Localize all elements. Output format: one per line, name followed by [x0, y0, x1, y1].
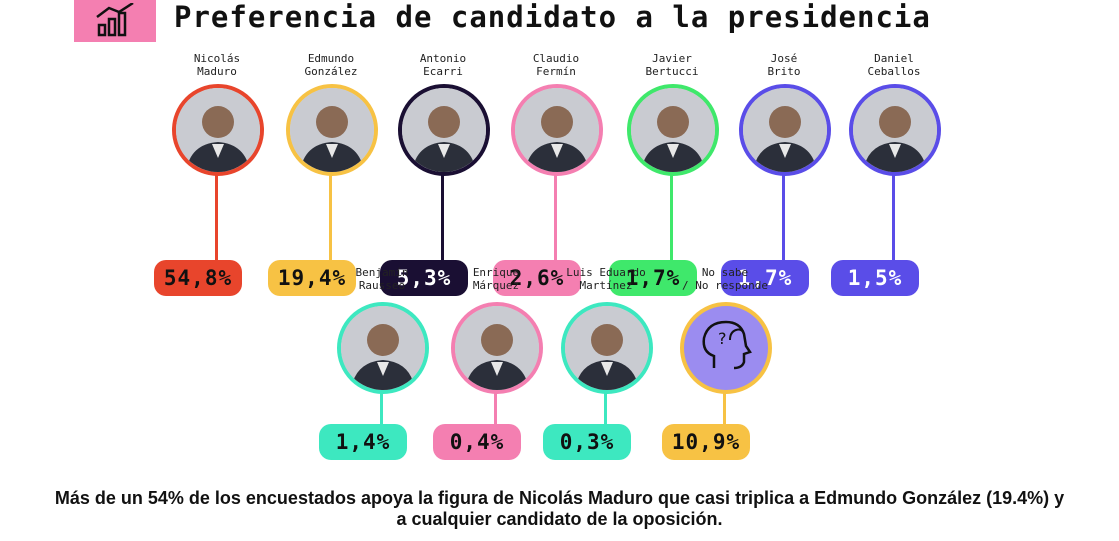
- candidate-name: Luis Eduardo Martínez: [541, 266, 671, 292]
- candidate-name-line: Luis Eduardo: [566, 266, 646, 279]
- connector-line: [723, 390, 726, 424]
- candidate-photo: [511, 84, 603, 176]
- candidate-item: Luis Eduardo Martínez 0,3%: [541, 262, 671, 462]
- percentage-badge: 5,3%: [380, 260, 468, 296]
- candidate-item: Javier Bertucci 1,7%: [607, 48, 737, 296]
- candidate-name-line: Ceballos: [867, 65, 921, 78]
- candidate-photo: [849, 84, 941, 176]
- caption-line-2: a cualquier candidato de la oposición.: [396, 509, 723, 529]
- percentage-badge: 1,5%: [831, 260, 919, 296]
- candidate-name: Claudio Fermín: [491, 52, 621, 78]
- candidate-name-line: Márquez: [472, 279, 520, 292]
- candidate-item: Daniel Ceballos 1,5%: [829, 48, 959, 296]
- connector-line: [494, 390, 497, 424]
- candidate-photo: [398, 84, 490, 176]
- thinking-head-icon: ?: [680, 302, 772, 394]
- candidate-name-line: González: [304, 65, 358, 78]
- candidate-name-line: / No responde: [681, 279, 769, 292]
- candidate-name-line: No sabe: [701, 266, 749, 279]
- connector-line: [892, 172, 895, 260]
- percentage-badge: 10,9%: [662, 424, 750, 460]
- candidate-name-line: Martínez: [579, 279, 633, 292]
- percentage-badge: 2,6%: [493, 260, 581, 296]
- candidate-name-line: Enrique: [472, 266, 520, 279]
- candidate-item: José Brito 1,7%: [719, 48, 849, 296]
- candidate-name-line: Antonio: [419, 52, 467, 65]
- candidate-name-line: Nicolás: [193, 52, 241, 65]
- candidate-item: Antonio Ecarri 5,3%: [378, 48, 508, 296]
- percentage-badge: 1,7%: [609, 260, 697, 296]
- candidate-name: Daniel Ceballos: [829, 52, 959, 78]
- candidate-photo: [561, 302, 653, 394]
- candidate-name-line: Bertucci: [645, 65, 699, 78]
- percentage-badge: 0,4%: [433, 424, 521, 460]
- percentage-badge: 54,8%: [154, 260, 242, 296]
- candidate-name-line: Brito: [767, 65, 801, 78]
- candidate-name-line: Ecarri: [423, 65, 463, 78]
- candidate-photo: [286, 84, 378, 176]
- candidate-item: Benjamín Rausseo 1,4%: [317, 262, 447, 462]
- candidate-name-line: Claudio: [532, 52, 580, 65]
- candidate-name: Enrique Márquez: [431, 266, 561, 292]
- connector-line: [554, 172, 557, 260]
- candidate-name-line: Javier: [652, 52, 692, 65]
- connector-line: [329, 172, 332, 260]
- percentage-badge: 1,7%: [721, 260, 809, 296]
- candidate-item: Enrique Márquez 0,4%: [431, 262, 561, 462]
- candidate-name: No sabe / No responde: [660, 266, 790, 292]
- candidate-photo: [627, 84, 719, 176]
- candidate-name: Nicolás Maduro: [152, 52, 282, 78]
- candidate-photo: [172, 84, 264, 176]
- bar-chart-icon: [96, 3, 134, 37]
- connector-line: [380, 390, 383, 424]
- candidate-name: Javier Bertucci: [607, 52, 737, 78]
- caption: Más de un 54% de los encuestados apoya l…: [0, 488, 1119, 530]
- candidate-name: José Brito: [719, 52, 849, 78]
- candidate-item: Claudio Fermín 2,6%: [491, 48, 621, 296]
- header-icon-box: [74, 0, 156, 42]
- connector-line: [215, 172, 218, 260]
- percentage-badge: 1,4%: [319, 424, 407, 460]
- candidate-name: Edmundo González: [266, 52, 396, 78]
- candidate-photo: [739, 84, 831, 176]
- candidate-item: Edmundo González 19,4%: [266, 48, 396, 296]
- candidate-item: Nicolás Maduro 54,8%: [152, 48, 282, 296]
- candidate-name-line: Maduro: [197, 65, 237, 78]
- candidate-photo: [337, 302, 429, 394]
- candidate-name: Antonio Ecarri: [378, 52, 508, 78]
- candidate-name-line: Daniel: [874, 52, 914, 65]
- caption-line-1: Más de un 54% de los encuestados apoya l…: [54, 488, 1065, 508]
- candidate-name-line: José: [770, 52, 798, 65]
- connector-line: [782, 172, 785, 260]
- percentage-badge: 0,3%: [543, 424, 631, 460]
- connector-line: [604, 390, 607, 424]
- candidate-name-line: Edmundo: [307, 52, 355, 65]
- candidate-name-line: Benjamín: [355, 266, 409, 279]
- connector-line: [670, 172, 673, 260]
- candidate-name-line: Rausseo: [358, 279, 406, 292]
- connector-line: [441, 172, 444, 260]
- candidate-name: Benjamín Rausseo: [317, 266, 447, 292]
- page-title: Preferencia de candidato a la presidenci…: [174, 0, 931, 34]
- percentage-badge: 19,4%: [268, 260, 356, 296]
- candidate-item: No sabe / No responde? 10,9%: [660, 262, 790, 462]
- candidate-photo: [451, 302, 543, 394]
- candidate-name-line: Fermín: [536, 65, 576, 78]
- svg-text:?: ?: [718, 329, 727, 348]
